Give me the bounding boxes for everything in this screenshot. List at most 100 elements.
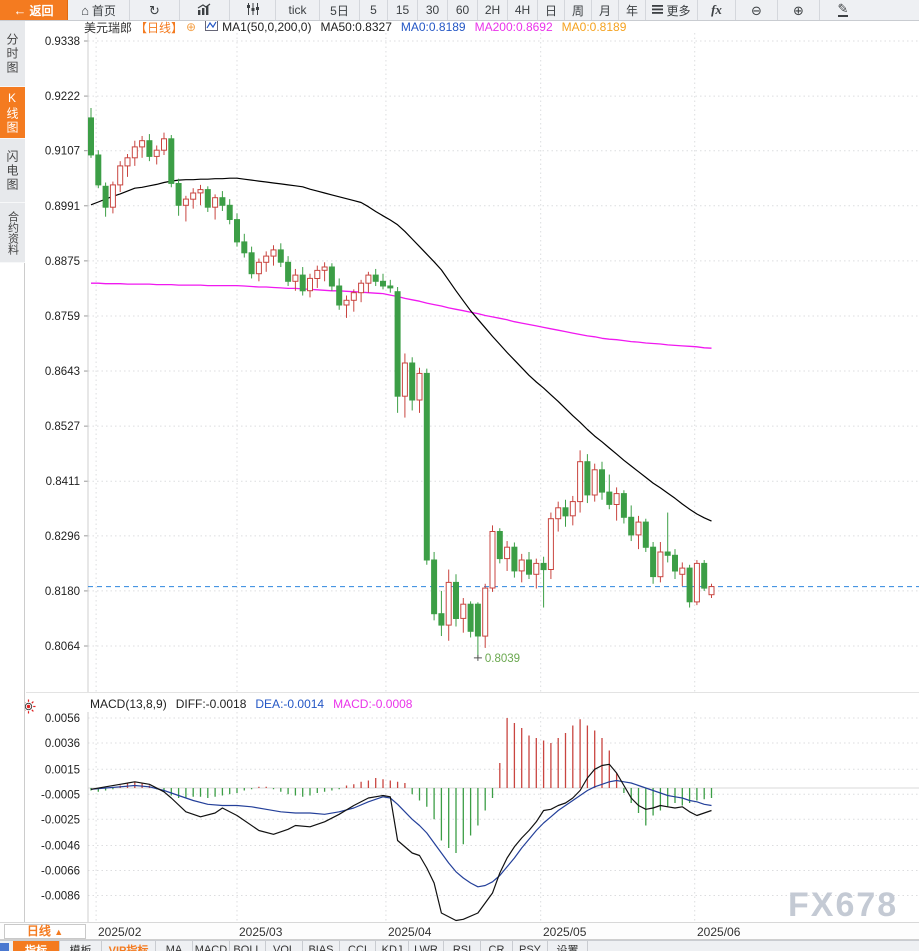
home-button[interactable]: ⌂ 首页 bbox=[68, 0, 130, 20]
more-button[interactable]: 更多 bbox=[646, 0, 698, 20]
svg-text:0.8875: 0.8875 bbox=[45, 256, 80, 268]
period-5d-button[interactable]: 5日 bbox=[320, 0, 360, 20]
period-4h-button[interactable]: 4H bbox=[508, 0, 538, 20]
tab-vol[interactable]: VOL bbox=[266, 941, 303, 951]
macd-title: MACD(13,8,9) bbox=[90, 697, 167, 711]
svg-text:0.0036: 0.0036 bbox=[45, 738, 80, 750]
watermark: FX678 bbox=[788, 886, 899, 924]
tab-rsi[interactable]: RSI bbox=[444, 941, 481, 951]
tab-bias[interactable]: BIAS bbox=[303, 941, 340, 951]
home-icon: ⌂ bbox=[81, 2, 89, 18]
period-2h-button[interactable]: 2H bbox=[478, 0, 508, 20]
add-indicator-icon[interactable]: ⊕ bbox=[186, 20, 197, 34]
tab-boll[interactable]: BOLL bbox=[230, 941, 266, 951]
candlestick-view-button[interactable] bbox=[230, 0, 276, 20]
svg-text:-0.0005: -0.0005 bbox=[41, 789, 80, 801]
zoom-out-icon: ⊖ bbox=[751, 2, 762, 18]
ma50-value: MA50:0.8327 bbox=[320, 20, 392, 34]
timeframe-selector[interactable]: 日线 ▲ bbox=[4, 924, 86, 939]
period-tag: 【日线】 bbox=[135, 20, 184, 35]
period-year-button[interactable]: 年 bbox=[619, 0, 646, 20]
zoom-in-button[interactable]: ⊕ bbox=[778, 0, 820, 20]
svg-text:0.8296: 0.8296 bbox=[45, 531, 80, 543]
indicator-settings-icon[interactable] bbox=[21, 699, 36, 719]
period-5-button[interactable]: 5 bbox=[360, 0, 388, 20]
svg-text:0.8039: 0.8039 bbox=[485, 653, 520, 665]
refresh-icon: ↻ bbox=[149, 2, 160, 18]
svg-text:0.8991: 0.8991 bbox=[45, 201, 80, 213]
refresh-button[interactable]: ↻ bbox=[130, 0, 180, 20]
draw-tool-button[interactable]: ✎ bbox=[820, 0, 866, 20]
back-button[interactable]: ← 返回 bbox=[0, 0, 68, 20]
sidebar: 分时图 K线图 闪电图 合约资料 bbox=[0, 21, 25, 951]
back-arrow-icon: ← bbox=[13, 2, 27, 18]
tab-cci[interactable]: CCI bbox=[340, 941, 376, 951]
zoom-out-button[interactable]: ⊖ bbox=[736, 0, 778, 20]
home-label: 首页 bbox=[91, 3, 116, 18]
sidebar-item-lightning-chart[interactable]: 闪电图 bbox=[0, 139, 25, 203]
candlestick-icon bbox=[246, 2, 260, 18]
bar-chart-view-button[interactable] bbox=[180, 0, 230, 20]
svg-text:-0.0046: -0.0046 bbox=[41, 841, 80, 853]
chevron-up-icon: ▲ bbox=[54, 927, 64, 937]
svg-text:0.8527: 0.8527 bbox=[45, 421, 80, 433]
ma-settings: MA1(50,0,200,0) bbox=[222, 20, 312, 34]
svg-text:-0.0025: -0.0025 bbox=[41, 814, 80, 826]
tab-indicators[interactable]: 指标 bbox=[13, 941, 60, 951]
toolbar: ← 返回 ⌂ 首页 ↻ tick 5日 5 15 30 60 2H 4H bbox=[0, 0, 919, 21]
chart-header: 美元瑞郎 【日线】 ⊕ MA1(50,0,200,0) MA50:0.8327 … bbox=[84, 20, 626, 35]
tab-lwr[interactable]: LWR bbox=[409, 941, 444, 951]
period-60-button[interactable]: 60 bbox=[448, 0, 478, 20]
tab-vip-indicators[interactable]: VIP指标 bbox=[102, 941, 156, 951]
hamburger-icon bbox=[652, 3, 664, 17]
svg-text:0.8064: 0.8064 bbox=[45, 641, 81, 653]
svg-text:0.0056: 0.0056 bbox=[45, 713, 80, 725]
macd-value: MACD:-0.0008 bbox=[333, 697, 413, 711]
bar-chart-icon bbox=[197, 3, 212, 18]
svg-text:0.0015: 0.0015 bbox=[45, 764, 80, 776]
svg-text:-0.0086: -0.0086 bbox=[41, 891, 80, 903]
tab-ma[interactable]: MA bbox=[156, 941, 193, 951]
period-month-button[interactable]: 月 bbox=[592, 0, 619, 20]
svg-text:0.9222: 0.9222 bbox=[45, 91, 80, 103]
zoom-in-icon: ⊕ bbox=[793, 2, 804, 18]
toolbar-spacer bbox=[866, 0, 919, 20]
svg-text:0.8643: 0.8643 bbox=[45, 366, 80, 378]
period-week-button[interactable]: 周 bbox=[565, 0, 592, 20]
more-label: 更多 bbox=[666, 3, 691, 18]
period-day-button[interactable]: 日 bbox=[538, 0, 565, 20]
symbol-name: 美元瑞郎 bbox=[84, 20, 133, 35]
x-tick-jun: 2025/06 bbox=[697, 925, 741, 939]
macd-diff-value: DIFF:-0.0018 bbox=[175, 697, 247, 711]
tab-settings[interactable]: 设置 bbox=[548, 941, 588, 951]
x-tick-feb: 2025/02 bbox=[98, 925, 142, 939]
corner-indicator bbox=[0, 943, 9, 951]
period-30-button[interactable]: 30 bbox=[418, 0, 448, 20]
sidebar-item-contract-info[interactable]: 合约资料 bbox=[0, 203, 25, 263]
tick-label: tick bbox=[288, 3, 307, 17]
svg-text:0.9107: 0.9107 bbox=[45, 146, 80, 158]
ma200-value: MA200:0.8692 bbox=[474, 20, 553, 34]
x-tick-may: 2025/05 bbox=[543, 925, 587, 939]
pencil-icon: ✎ bbox=[837, 0, 849, 17]
x-tick-apr: 2025/04 bbox=[388, 925, 432, 939]
sidebar-item-timeline-chart[interactable]: 分时图 bbox=[0, 21, 25, 87]
tab-templates[interactable]: 模板 bbox=[60, 941, 102, 951]
mini-chart-icon bbox=[205, 20, 219, 34]
tab-macd[interactable]: MACD bbox=[193, 941, 230, 951]
tab-kdj[interactable]: KDJ bbox=[376, 941, 409, 951]
indicator-tab-bar: 指标 模板 VIP指标 MA MACD BOLL VOL BIAS CCI KD… bbox=[0, 940, 919, 951]
tick-period-button[interactable]: tick bbox=[276, 0, 320, 20]
period-15-button[interactable]: 15 bbox=[388, 0, 418, 20]
tab-psy[interactable]: PSY bbox=[513, 941, 548, 951]
x-tick-mar: 2025/03 bbox=[239, 925, 283, 939]
sidebar-item-kline-chart[interactable]: K线图 bbox=[0, 87, 25, 139]
formula-button[interactable]: fx bbox=[698, 0, 736, 20]
fx-icon: fx bbox=[711, 2, 722, 17]
tab-cr[interactable]: CR bbox=[481, 941, 513, 951]
ma0-blue-value: MA0:0.8189 bbox=[400, 20, 466, 34]
svg-text:0.9338: 0.9338 bbox=[45, 36, 80, 48]
svg-text:0.8180: 0.8180 bbox=[45, 586, 80, 598]
